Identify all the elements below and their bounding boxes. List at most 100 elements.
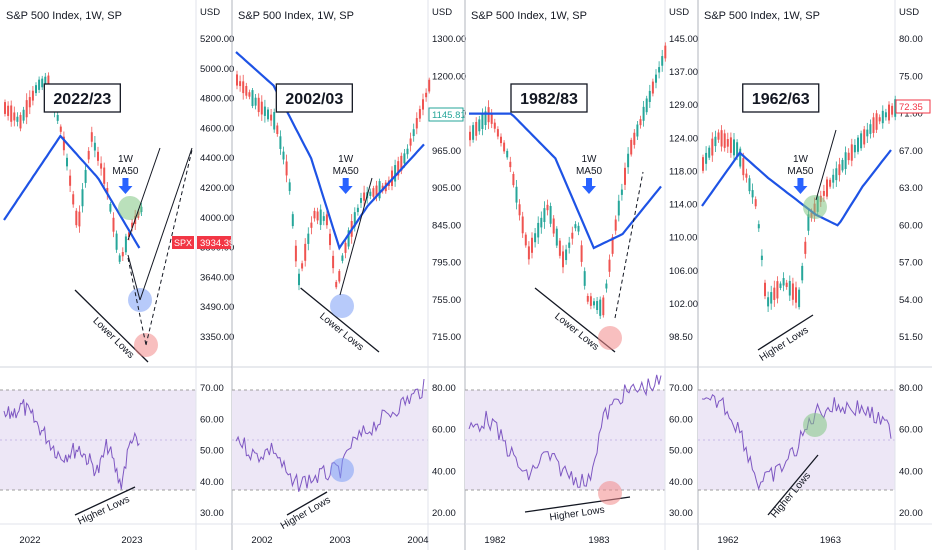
candle-body — [409, 138, 412, 146]
candle-body — [484, 111, 487, 126]
candle-body — [577, 225, 580, 232]
candle-body — [527, 246, 530, 260]
candle-body — [785, 282, 788, 287]
candle-body — [363, 192, 366, 201]
candle-body — [118, 255, 121, 262]
candle-body — [549, 206, 552, 224]
candle-body — [829, 179, 832, 187]
ma50-line — [701, 149, 892, 227]
candle-body — [490, 113, 493, 124]
projection-line — [815, 129, 837, 201]
rsi-tick-label: 30.00 — [200, 508, 224, 519]
candle-body — [826, 179, 828, 197]
price-tick-label: 4200.00 — [200, 183, 234, 194]
candle-body — [658, 67, 661, 73]
candle-body — [319, 209, 322, 225]
candle-body — [518, 204, 521, 216]
price-tick-label: 51.50 — [899, 332, 923, 343]
candle-body — [661, 56, 664, 66]
time-tick-label: 1983 — [588, 535, 609, 546]
candle-body — [801, 265, 804, 281]
price-tick-label: 4400.00 — [200, 153, 234, 164]
candle-body — [832, 174, 835, 183]
candle-body — [412, 129, 415, 137]
price-lows-label: Lower Lows — [552, 311, 601, 353]
rsi-tick-label: 70.00 — [669, 383, 693, 394]
time-tick-label: 2023 — [121, 535, 142, 546]
price-tick-label: 845.00 — [432, 220, 461, 231]
candle-body — [356, 207, 359, 213]
candle-body — [546, 204, 549, 211]
candle-body — [767, 297, 770, 307]
candle-body — [639, 119, 642, 126]
price-badge-bg — [197, 236, 231, 249]
candle-body — [344, 242, 347, 253]
panel-2: S&P 500 Index, 1W, SPUSD1300.001200.0010… — [231, 0, 466, 550]
candle-body — [565, 249, 568, 261]
price-tick-label: 60.00 — [899, 220, 923, 231]
candle-body — [307, 233, 310, 244]
candle-body — [841, 159, 844, 171]
rsi-tick-label: 20.00 — [899, 508, 923, 519]
rsi-tick-label: 30.00 — [669, 508, 693, 519]
candle-body — [583, 271, 586, 286]
candle-body — [866, 129, 869, 137]
price-badge-value: 3934.39 — [200, 238, 234, 249]
candle-body — [245, 86, 248, 96]
price-tick-label: 102.00 — [669, 299, 698, 310]
candle-body — [59, 126, 62, 132]
rsi-tick-label: 50.00 — [200, 446, 224, 457]
candle-body — [630, 139, 633, 155]
candle-body — [335, 281, 338, 288]
price-axis-currency: USD — [669, 7, 689, 18]
candle-body — [475, 121, 478, 136]
price-tick-label: 3640.00 — [200, 272, 234, 283]
candle-body — [10, 105, 13, 122]
price-tick-label: 5000.00 — [200, 64, 234, 75]
candle-body — [798, 289, 801, 308]
candle-body — [103, 167, 106, 184]
panel-1: S&P 500 Index, 1W, SP USD 5200.00 5000.00 48… — [0, 0, 234, 550]
candle-body — [332, 255, 335, 269]
highlight-circle — [330, 458, 354, 482]
candle-body — [512, 173, 515, 186]
candle-body — [263, 106, 266, 116]
price-axis-currency: USD — [899, 7, 919, 18]
price-badge-bg — [428, 107, 464, 122]
ma-label-line2: MA50 — [787, 166, 814, 177]
price-tick-label: 118.00 — [669, 166, 697, 177]
candle-body — [875, 113, 878, 130]
candle-body — [742, 158, 745, 176]
candle-body — [31, 90, 34, 101]
candle-body — [403, 153, 406, 164]
ma-label-line1: 1W — [338, 154, 354, 165]
candle-body — [481, 114, 484, 130]
candle-body — [835, 168, 838, 181]
rsi-tick-label: 60.00 — [200, 414, 224, 425]
candle-body — [537, 222, 540, 238]
price-tick-label: 1200.00 — [432, 71, 466, 82]
period-label: 1982/83 — [520, 91, 578, 108]
candle-body — [242, 81, 245, 94]
candle-body — [310, 222, 313, 228]
highlight-circle — [598, 326, 622, 350]
price-tick-label: 795.00 — [432, 258, 461, 269]
candle-body — [375, 185, 378, 197]
price-tick-label: 905.00 — [432, 183, 461, 194]
candle-body — [558, 240, 561, 256]
candle-body — [624, 167, 626, 185]
candle-body — [35, 85, 37, 94]
time-tick-label: 1982 — [484, 535, 505, 546]
candle-body — [605, 283, 608, 289]
candle-body — [75, 210, 78, 226]
candle-body — [853, 144, 856, 153]
price-lows-label: Lower Lows — [90, 316, 136, 361]
candle-body — [22, 109, 25, 121]
price-trendline — [757, 314, 814, 351]
candle-body — [372, 188, 375, 197]
candle-body — [353, 212, 356, 227]
projection-line — [614, 171, 644, 319]
rsi-line — [468, 374, 662, 488]
rsi-tick-label: 80.00 — [432, 383, 456, 394]
